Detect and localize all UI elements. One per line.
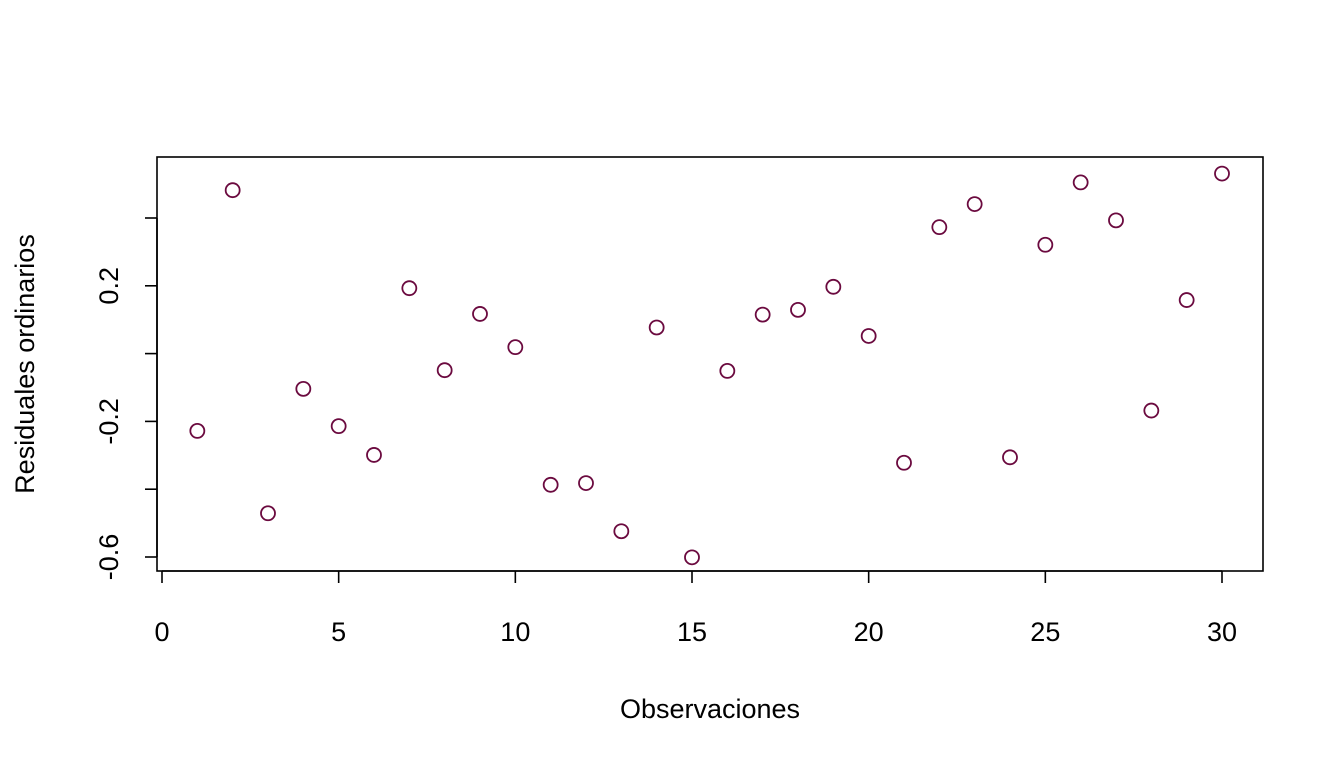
y-axis-title: Residuales ordinarios: [10, 234, 40, 494]
data-point: [719, 362, 736, 379]
data-point: [648, 319, 665, 336]
data-point: [790, 301, 806, 318]
data-point: [260, 505, 276, 522]
data-point: [578, 475, 594, 491]
x-tick-label: 0: [154, 617, 169, 647]
data-point: [472, 306, 488, 322]
x-tick-label: 20: [854, 617, 884, 647]
data-point: [436, 362, 453, 379]
x-axis-title: Observaciones: [620, 694, 800, 724]
data-point: [931, 219, 948, 236]
y-tick-label: 0.2: [94, 267, 124, 305]
data-point: [1002, 449, 1018, 466]
x-tick-label: 5: [331, 617, 346, 647]
data-point: [613, 523, 630, 540]
data-point: [966, 196, 983, 213]
data-point: [295, 380, 312, 397]
data-point: [1214, 165, 1230, 182]
data-point: [1178, 292, 1195, 308]
data-point: [401, 280, 418, 297]
data-point: [754, 306, 771, 323]
data-point: [366, 447, 382, 463]
data-point: [684, 549, 700, 566]
data-point: [860, 328, 877, 344]
x-tick-label: 25: [1030, 617, 1060, 647]
data-point: [825, 278, 842, 295]
data-point: [1143, 402, 1160, 419]
x-tick-label: 15: [677, 617, 707, 647]
plot-box: [156, 156, 1264, 572]
data-points: [189, 165, 1230, 566]
data-point: [1072, 174, 1089, 191]
data-point: [1108, 212, 1124, 229]
y-tick-label: -0.6: [94, 534, 124, 581]
x-tick-label: 10: [500, 617, 530, 647]
x-tick-label: 30: [1207, 617, 1237, 647]
data-point: [330, 418, 347, 435]
data-point: [896, 454, 912, 471]
y-axis: -0.6 -0.2 0.2: [94, 217, 158, 581]
x-axis: 0 5 10 15 20 25 30: [154, 570, 1237, 647]
data-point: [224, 182, 241, 199]
y-tick-label: -0.2: [94, 398, 124, 445]
data-point: [542, 476, 559, 493]
data-point: [1037, 236, 1054, 253]
data-point: [189, 422, 206, 439]
data-point: [507, 339, 524, 356]
